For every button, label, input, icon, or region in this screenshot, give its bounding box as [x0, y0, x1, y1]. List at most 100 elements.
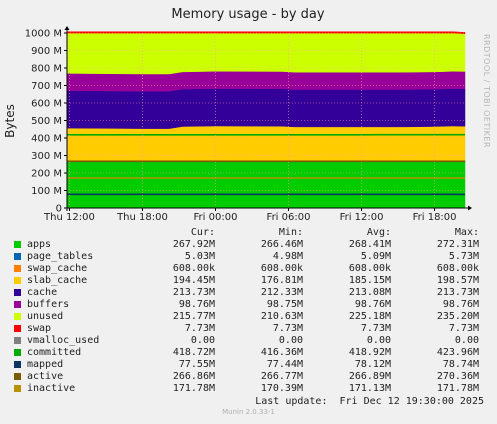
- legend-avg: 0.00: [366, 335, 391, 346]
- legend-swatch: [14, 385, 21, 392]
- legend-min: 416.36M: [260, 347, 303, 358]
- legend-max: 235.20M: [436, 311, 479, 322]
- legend-max: 270.36M: [436, 371, 479, 382]
- legend-row-apps: apps 267.92M 266.46M 268.41M 272.31M: [12, 239, 488, 251]
- y-tick-label: 300 M: [31, 151, 62, 162]
- legend-row-inactive: inactive 171.78M 170.39M 171.13M 171.78M: [12, 383, 488, 395]
- x-tick-label: Fri 18:00: [413, 212, 457, 223]
- x-tick-label: Thu 18:00: [116, 212, 168, 223]
- legend-avg: 78.12M: [354, 359, 391, 370]
- legend-cur: 266.86M: [172, 371, 215, 382]
- y-tick-label: 800 M: [31, 64, 62, 75]
- legend-cur: 5.03M: [184, 251, 215, 262]
- legend-cur: 418.72M: [172, 347, 215, 358]
- x-tick-label: Thu 12:00: [43, 212, 95, 223]
- rrdtool-watermark: RRDTOOL / TOBI OETIKER: [482, 34, 491, 148]
- legend-name: mapped: [27, 359, 64, 370]
- legend-header-min: Min:: [278, 227, 303, 238]
- legend-avg: 418.92M: [348, 347, 391, 358]
- legend-name: vmalloc_used: [27, 335, 100, 346]
- legend-max: 78.74M: [442, 359, 479, 370]
- legend-min: 608.00k: [260, 263, 303, 274]
- legend-min: 170.39M: [260, 383, 303, 394]
- y-tick-label: 600 M: [31, 99, 62, 110]
- legend-cur: 215.77M: [172, 311, 215, 322]
- x-tick-labels: Thu 12:00 Thu 18:00 Fri 00:00 Fri 06:00 Fri …: [43, 208, 457, 223]
- legend-swatch: [14, 289, 21, 296]
- legend-cur: 267.92M: [172, 239, 215, 250]
- legend-max: 5.73M: [448, 251, 479, 262]
- legend-name: buffers: [27, 299, 70, 310]
- legend-row-vmalloc-used: vmalloc_used 0.00 0.00 0.00 0.00: [12, 335, 488, 347]
- y-tick-label: 100 M: [31, 186, 62, 197]
- legend-max: 608.00k: [436, 263, 479, 274]
- legend-swatch: [14, 253, 21, 260]
- stacked-areas: [66, 31, 466, 209]
- legend-avg: 266.89M: [348, 371, 391, 382]
- legend-row-buffers: buffers 98.76M 98.75M 98.76M 98.76M: [12, 299, 488, 311]
- legend-max: 423.96M: [436, 347, 479, 358]
- legend-cur: 0.00: [190, 335, 215, 346]
- munin-version: Munin 2.0.33-1: [222, 408, 275, 416]
- legend-row-committed: committed 418.72M 416.36M 418.92M 423.96M: [12, 347, 488, 359]
- legend-max: 198.57M: [436, 275, 479, 286]
- legend-swatch: [14, 325, 21, 332]
- legend-header: Cur: Min: Avg: Max:: [12, 227, 488, 239]
- y-tick-labels: 0 100 M 200 M 300 M 400 M 500 M 600 M 700 M 800 …: [25, 29, 67, 215]
- legend: Cur: Min: Avg: Max: apps 267.92M 266.46M 26…: [12, 227, 488, 395]
- legend-name: active: [27, 371, 64, 382]
- y-tick-label: 0: [56, 204, 62, 215]
- legend-min: 0.00: [278, 335, 303, 346]
- legend-cur: 171.78M: [172, 383, 215, 394]
- area-buffers: [66, 71, 466, 92]
- legend-header-avg: Avg:: [366, 227, 391, 238]
- legend-avg: 213.08M: [348, 287, 391, 298]
- area-apps: [66, 160, 466, 209]
- y-axis-arrow: [64, 26, 70, 30]
- legend-max: 272.31M: [436, 239, 479, 250]
- legend-cur: 213.73M: [172, 287, 215, 298]
- legend-swatch: [14, 277, 21, 284]
- y-tick-label: 700 M: [31, 81, 62, 92]
- legend-max: 213.73M: [436, 287, 479, 298]
- legend-cur: 194.45M: [172, 275, 215, 286]
- y-tick-label: 400 M: [31, 134, 62, 145]
- legend-cur: 608.00k: [172, 263, 215, 274]
- legend-row-active: active 266.86M 266.77M 266.89M 270.36M: [12, 371, 488, 383]
- chart-title: Memory usage - by day: [171, 7, 324, 22]
- legend-row-cache: cache 213.73M 212.33M 213.08M 213.73M: [12, 287, 488, 299]
- legend-avg: 608.00k: [348, 263, 391, 274]
- legend-name: inactive: [27, 383, 76, 394]
- legend-min: 266.77M: [260, 371, 303, 382]
- legend-swatch: [14, 349, 21, 356]
- legend-name: committed: [27, 347, 82, 358]
- legend-max: 98.76M: [442, 299, 479, 310]
- legend-avg: 5.09M: [360, 251, 391, 262]
- legend-row-swap-cache: swap_cache 608.00k 608.00k 608.00k 608.00k: [12, 263, 488, 275]
- legend-min: 210.63M: [260, 311, 303, 322]
- y-axis-label: Bytes: [3, 104, 17, 138]
- legend-swatch: [14, 361, 21, 368]
- legend-min: 7.73M: [272, 323, 303, 334]
- legend-swatch: [14, 337, 21, 344]
- legend-avg: 185.15M: [348, 275, 391, 286]
- legend-cur: 98.76M: [178, 299, 215, 310]
- legend-max: 171.78M: [436, 383, 479, 394]
- legend-min: 212.33M: [260, 287, 303, 298]
- area-cache: [66, 88, 466, 129]
- x-tick-label: Fri 12:00: [340, 212, 384, 223]
- y-tick-label: 1000 M: [25, 29, 62, 40]
- legend-name: swap_cache: [27, 263, 88, 274]
- y-tick-label: 200 M: [31, 169, 62, 180]
- legend-cur: 77.55M: [178, 359, 215, 370]
- legend-cur: 7.73M: [184, 323, 215, 334]
- legend-name: slab_cache: [27, 275, 88, 286]
- legend-name: unused: [27, 311, 64, 322]
- x-tick-label: Fri 00:00: [194, 212, 238, 223]
- legend-header-max: Max:: [454, 227, 479, 238]
- legend-name: swap: [27, 323, 52, 334]
- legend-name: apps: [27, 239, 52, 250]
- legend-avg: 268.41M: [348, 239, 391, 250]
- legend-min: 4.98M: [272, 251, 303, 262]
